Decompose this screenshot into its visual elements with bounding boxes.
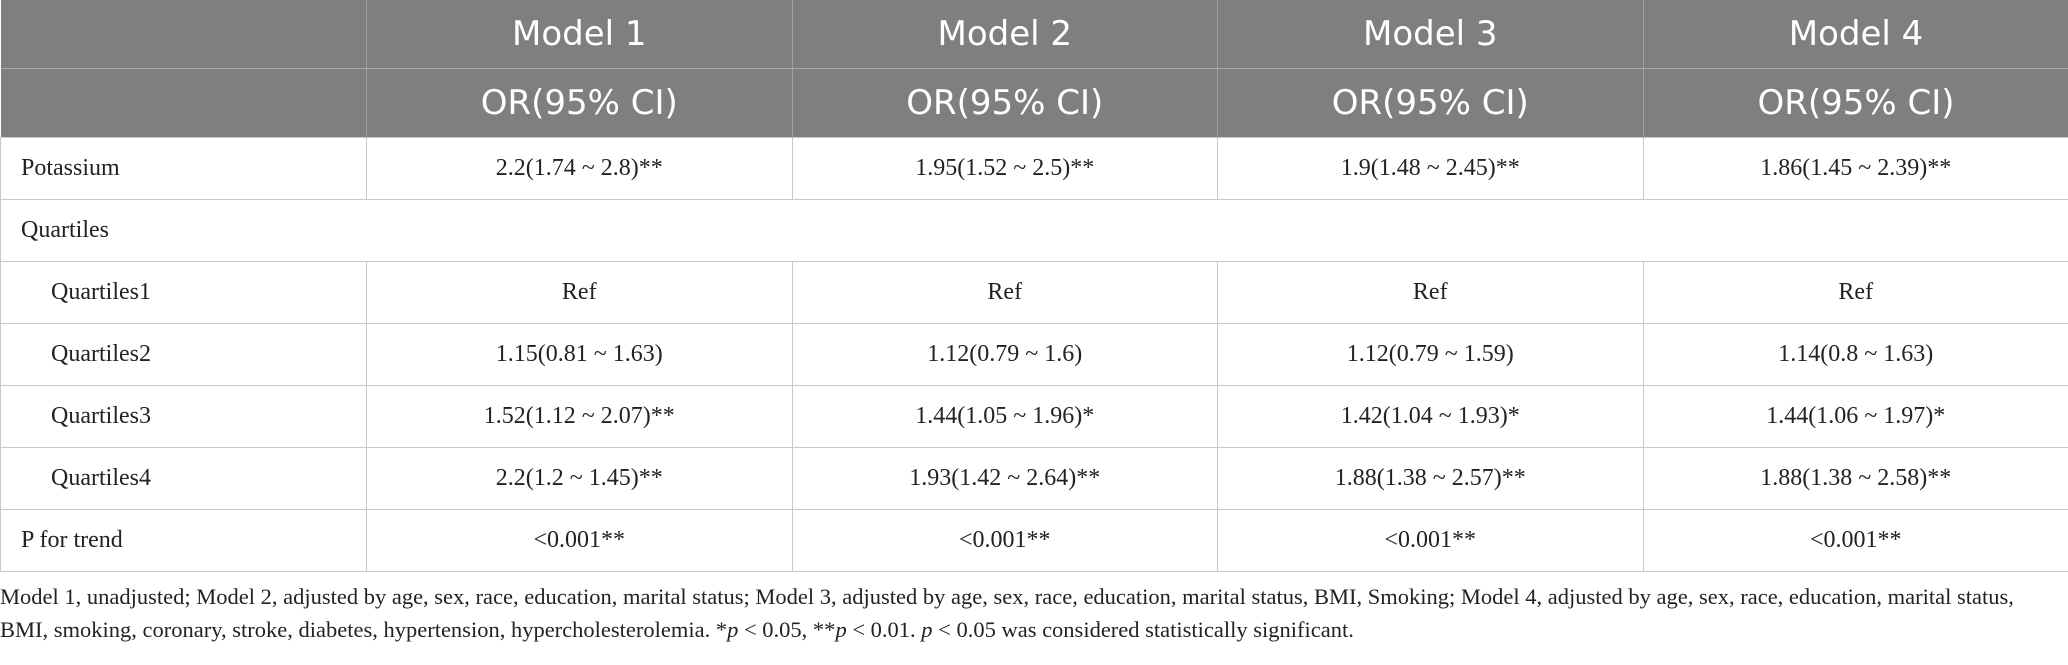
footnote-significance: < 0.05 was considered statistically sign… [932,617,1354,642]
footnote-p-symbol: p [921,617,933,642]
row-label: Quartiles3 [0,385,367,448]
header-empty-cell [0,0,367,69]
table-footnote: Model 1, unadjusted; Model 2, adjusted b… [0,580,2060,646]
table-cell: 2.2(1.2 ~ 1.45)** [366,447,793,510]
row-label: Quartiles1 [0,261,367,324]
table-cell: 1.52(1.12 ~ 2.07)** [366,385,793,448]
table-cell: 1.42(1.04 ~ 1.93)* [1217,385,1644,448]
footnote-p-symbol: p [727,617,739,642]
table-row-potassium: Potassium 2.2(1.74 ~ 2.8)** 1.95(1.52 ~ … [0,137,2068,200]
header-model-2: Model 2 [791,0,1218,69]
table-cell: 1.12(0.79 ~ 1.6) [791,323,1218,386]
header-model-4: Model 4 [1642,0,2068,69]
table-cell: 1.15(0.81 ~ 1.63) [366,323,793,386]
header-stat-1: OR(95% CI) [366,68,792,138]
footnote-threshold-2: < 0.01. [846,617,922,642]
table-cell: Ref [791,261,1218,324]
table-row-p-for-trend: P for trend <0.001** <0.001** <0.001** <… [0,509,2068,572]
table-cell: Ref [1217,261,1644,324]
table-cell: 1.14(0.8 ~ 1.63) [1642,323,2068,386]
table-cell: <0.001** [1642,509,2068,572]
table-cell: 2.2(1.74 ~ 2.8)** [366,137,793,200]
footnote-threshold-1: < 0.05, ** [738,617,836,642]
row-label: Quartiles4 [0,447,367,510]
table-cell: 1.88(1.38 ~ 2.57)** [1217,447,1644,510]
header-row-models: Model 1 Model 2 Model 3 Model 4 [0,0,2068,69]
odds-ratio-table: Model 1 Model 2 Model 3 Model 4 OR(95% C… [0,0,2068,572]
header-stat-4: OR(95% CI) [1642,68,2068,138]
header-model-1: Model 1 [366,0,792,69]
table-cell: <0.001** [1217,509,1644,572]
table-body: Potassium 2.2(1.74 ~ 2.8)** 1.95(1.52 ~ … [0,137,2068,572]
footnote-text: Model 1, unadjusted; Model 2, adjusted b… [0,584,2014,642]
table-cell: <0.001** [791,509,1218,572]
table-row-quartiles3: Quartiles3 1.52(1.12 ~ 2.07)** 1.44(1.05… [0,385,2068,448]
header-empty-cell [0,68,367,138]
table-cell: 1.95(1.52 ~ 2.5)** [791,137,1218,200]
table-cell: 1.44(1.06 ~ 1.97)* [1642,385,2068,448]
table-cell: 1.12(0.79 ~ 1.59) [1217,323,1644,386]
table-row-quartiles1: Quartiles1 Ref Ref Ref Ref [0,261,2068,324]
footnote-star: * [715,617,728,642]
row-label: Quartiles [0,199,2068,262]
table-header: Model 1 Model 2 Model 3 Model 4 OR(95% C… [0,0,2068,138]
header-stat-2: OR(95% CI) [791,68,1218,138]
table-cell: 1.88(1.38 ~ 2.58)** [1642,447,2068,510]
header-stat-3: OR(95% CI) [1217,68,1643,138]
results-table-container: Model 1 Model 2 Model 3 Model 4 OR(95% C… [0,0,2068,572]
row-label: P for trend [0,509,367,572]
table-cell: 1.9(1.48 ~ 2.45)** [1217,137,1644,200]
table-cell: 1.44(1.05 ~ 1.96)* [791,385,1218,448]
table-row-quartiles: Quartiles [0,199,2068,262]
table-cell: 1.93(1.42 ~ 2.64)** [791,447,1218,510]
footnote-p-symbol: p [835,617,847,642]
table-cell: <0.001** [366,509,793,572]
table-cell: Ref [1642,261,2068,324]
table-row-quartiles2: Quartiles2 1.15(0.81 ~ 1.63) 1.12(0.79 ~… [0,323,2068,386]
row-label: Quartiles2 [0,323,367,386]
header-model-3: Model 3 [1217,0,1643,69]
row-label: Potassium [0,137,367,200]
table-cell: 1.86(1.45 ~ 2.39)** [1642,137,2068,200]
header-row-stat: OR(95% CI) OR(95% CI) OR(95% CI) OR(95% … [0,68,2068,138]
table-row-quartiles4: Quartiles4 2.2(1.2 ~ 1.45)** 1.93(1.42 ~… [0,447,2068,510]
table-cell: Ref [366,261,793,324]
